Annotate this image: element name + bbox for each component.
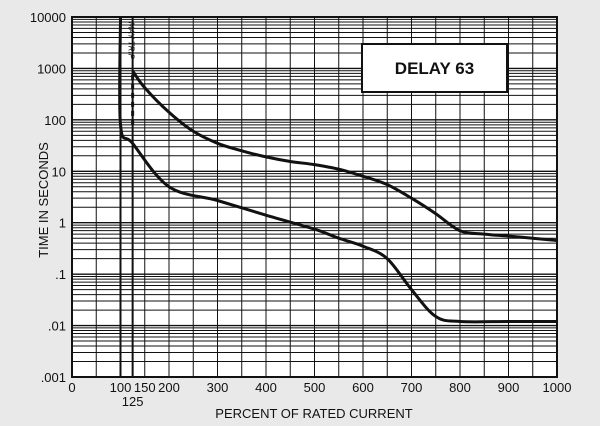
x-tick-label: 600 — [352, 380, 374, 395]
x-tick-label: 200 — [158, 380, 180, 395]
x-tick-label: 1000 — [543, 380, 572, 395]
y-tick-label: .01 — [48, 319, 66, 334]
grid — [71, 17, 558, 378]
x-tick-label: 0 — [68, 380, 75, 395]
plot-frame — [71, 16, 558, 378]
x-tick-label: 300 — [207, 380, 229, 395]
x-tick-label: 125 — [122, 394, 144, 409]
x-tick-label: 150 — [134, 380, 156, 395]
chart-title: DELAY 63 — [395, 59, 474, 78]
y-tick-label: .1 — [55, 267, 66, 282]
y-tick-label: 100 — [44, 113, 66, 128]
y-tick-label: 10 — [52, 164, 66, 179]
x-tick-label: 500 — [304, 380, 326, 395]
y-axis-title: TIME IN SECONDS — [36, 142, 51, 258]
may-trip-label: MAY TRIP — [127, 22, 136, 60]
y-tick-label: 10000 — [30, 10, 66, 25]
minimum-trip-curve — [118, 16, 557, 324]
maximum-trip-curve — [131, 69, 558, 242]
title-box: DELAY 63 — [361, 43, 508, 93]
y-tick-labels: .001 .01 .1 1 10 100 1000 10000 — [30, 10, 66, 385]
y-tick-label: .001 — [41, 370, 66, 385]
y-tick-label: 1 — [59, 216, 66, 231]
y-tick-label: 1000 — [37, 61, 66, 76]
x-tick-label: 700 — [401, 380, 423, 395]
x-tick-label: 900 — [498, 380, 520, 395]
x-tick-label: 100 — [110, 380, 132, 395]
x-axis-title: PERCENT OF RATED CURRENT — [215, 406, 412, 421]
x-tick-label: 400 — [255, 380, 277, 395]
x-tick-label: 800 — [449, 380, 471, 395]
series-group — [118, 16, 558, 324]
